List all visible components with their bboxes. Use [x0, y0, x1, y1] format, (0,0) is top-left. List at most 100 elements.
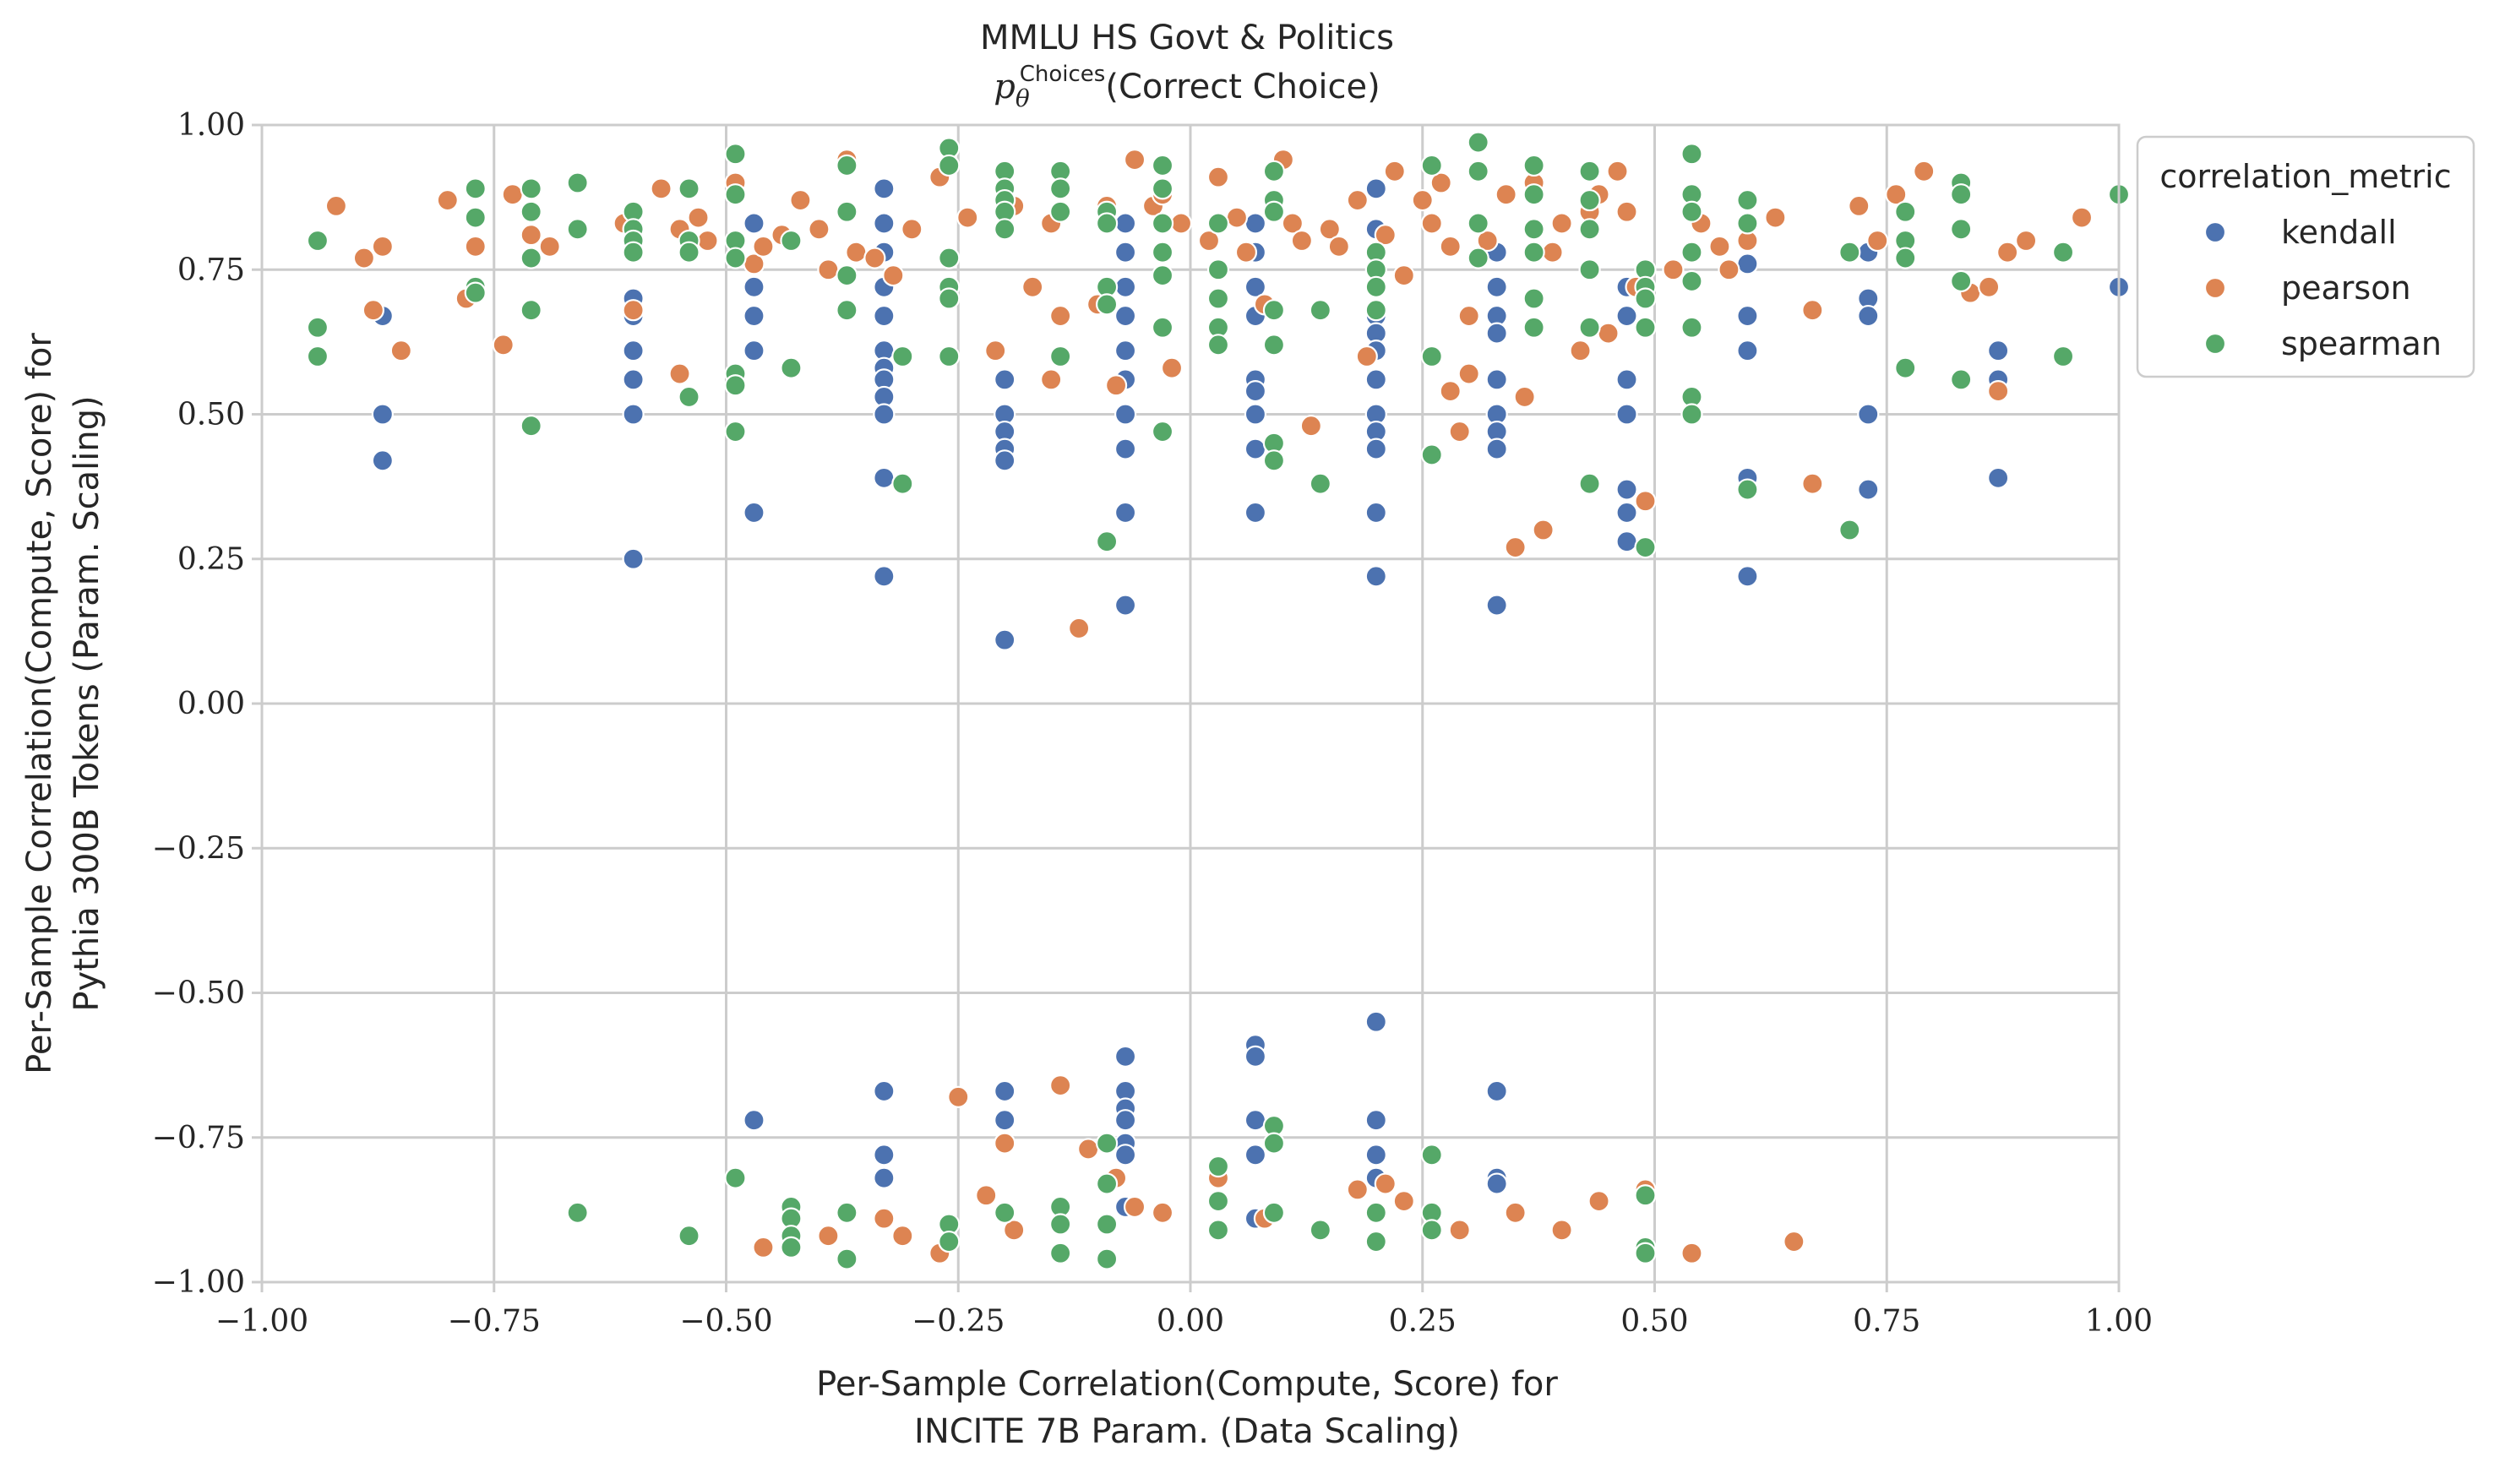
data-point-pearson — [1708, 235, 1731, 258]
subtitle-subscript: θ — [1016, 84, 1030, 112]
data-point-kendall — [1736, 304, 1759, 328]
data-point-kendall — [1615, 304, 1638, 328]
data-point-spearman — [1522, 154, 1545, 177]
data-point-pearson — [1801, 472, 1824, 495]
data-point-spearman — [724, 143, 747, 166]
data-point-spearman — [1578, 258, 1601, 281]
data-point-kendall — [1114, 275, 1137, 298]
data-point-pearson — [1615, 200, 1638, 223]
data-points — [306, 131, 2131, 1270]
data-point-pearson — [1532, 519, 1555, 541]
data-point-pearson — [1662, 258, 1685, 281]
data-point-spearman — [1950, 269, 1973, 293]
data-point-pearson — [1123, 1195, 1146, 1219]
data-point-spearman — [520, 247, 542, 269]
data-point-pearson — [1541, 241, 1564, 264]
data-point-pearson — [1439, 235, 1462, 258]
data-point-pearson — [891, 1225, 914, 1248]
y-tick-label: −0.25 — [152, 831, 245, 866]
legend-box — [2136, 135, 2475, 378]
data-point-spearman — [938, 247, 961, 269]
data-point-spearman — [464, 206, 487, 229]
data-point-kendall — [1114, 403, 1137, 426]
data-point-spearman — [306, 229, 329, 253]
data-point-spearman — [1309, 299, 1331, 322]
data-point-kendall — [371, 403, 394, 426]
data-point-pearson — [1429, 171, 1452, 194]
data-point-spearman — [1467, 212, 1489, 235]
data-point-spearman — [1262, 299, 1286, 322]
data-point-pearson — [1457, 304, 1480, 328]
data-point-pearson — [1448, 420, 1471, 443]
data-point-kendall — [873, 212, 896, 235]
data-point-kendall — [1615, 403, 1638, 426]
data-point-pearson — [1569, 340, 1592, 362]
x-tick-label: 0.25 — [1389, 1304, 1457, 1339]
data-point-spearman — [1680, 241, 1703, 264]
data-point-kendall — [622, 403, 645, 426]
data-point-pearson — [1290, 229, 1313, 253]
data-point-pearson — [1049, 1074, 1072, 1097]
data-point-kendall — [622, 340, 645, 362]
y-axis-label-line2: Pythia 300B Tokens (Param. Scaling) — [68, 395, 106, 1011]
data-point-spearman — [1206, 212, 1230, 235]
data-point-spearman — [1262, 200, 1286, 223]
data-point-pearson — [789, 188, 812, 212]
data-point-pearson — [1606, 160, 1629, 182]
data-point-pearson — [1318, 218, 1341, 241]
data-point-kendall — [873, 1079, 896, 1103]
data-point-pearson — [1021, 275, 1044, 298]
data-point-spearman — [1522, 218, 1545, 241]
data-point-pearson — [1597, 322, 1620, 345]
data-point-spearman — [1151, 177, 1174, 200]
data-point-kendall — [743, 275, 765, 298]
data-point-kendall — [994, 1109, 1016, 1132]
data-point-spearman — [1634, 287, 1657, 310]
data-point-pearson — [752, 235, 775, 258]
data-point-pearson — [808, 218, 830, 241]
data-point-pearson — [1374, 224, 1397, 247]
data-point-kendall — [1114, 212, 1137, 235]
data-point-spearman — [2051, 241, 2075, 264]
x-tick-label: −0.75 — [448, 1304, 541, 1339]
data-point-kendall — [1857, 403, 1880, 426]
data-point-kendall — [1485, 594, 1508, 617]
data-point-pearson — [622, 299, 645, 322]
data-point-kendall — [994, 1079, 1016, 1103]
data-point-spearman — [994, 218, 1016, 241]
data-point-spearman — [724, 247, 747, 269]
x-tick-label: 0.50 — [1620, 1304, 1688, 1339]
data-point-spearman — [1578, 316, 1601, 339]
data-point-pearson — [882, 264, 905, 287]
data-point-pearson — [436, 188, 459, 212]
data-point-pearson — [1504, 535, 1527, 559]
data-point-spearman — [1634, 1184, 1657, 1207]
data-point-pearson — [863, 247, 886, 269]
data-point-kendall — [1736, 253, 1759, 275]
data-point-spearman — [1151, 241, 1174, 264]
data-point-spearman — [836, 1201, 858, 1224]
data-point-spearman — [520, 200, 542, 223]
data-point-kendall — [873, 1144, 896, 1166]
x-tick-label: −1.00 — [215, 1304, 308, 1339]
data-point-spearman — [836, 1248, 858, 1270]
data-point-spearman — [836, 154, 858, 177]
data-point-pearson — [1040, 368, 1063, 391]
data-point-spearman — [1206, 1189, 1230, 1213]
data-point-spearman — [464, 177, 487, 200]
data-point-kendall — [994, 628, 1016, 651]
data-point-pearson — [1169, 212, 1193, 235]
data-point-pearson — [352, 247, 375, 269]
data-point-spearman — [566, 171, 589, 194]
data-point-kendall — [1244, 501, 1267, 525]
data-point-kendall — [1244, 1045, 1267, 1068]
data-point-pearson — [1978, 275, 2001, 298]
data-point-spearman — [1420, 345, 1443, 368]
data-point-pearson — [371, 235, 394, 258]
data-point-spearman — [566, 218, 589, 241]
data-point-spearman — [1950, 183, 1973, 206]
data-point-pearson — [1476, 229, 1499, 253]
data-point-kendall — [1857, 478, 1880, 501]
data-point-spearman — [1634, 1242, 1657, 1264]
data-point-pearson — [1913, 160, 1936, 182]
